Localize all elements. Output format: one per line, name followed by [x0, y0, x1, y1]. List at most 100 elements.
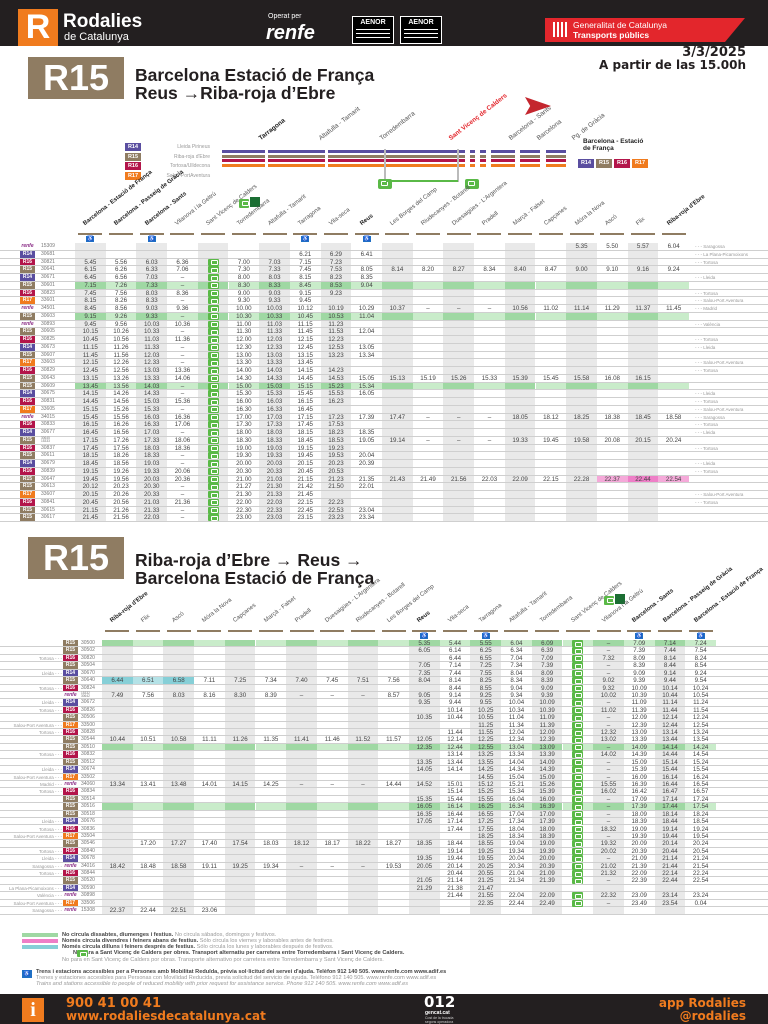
time-cell: 18.54 [692, 818, 709, 826]
time-cell: 17.40 [201, 840, 218, 848]
time-cell: – [593, 640, 624, 647]
time-cell: 16.54 [692, 780, 709, 788]
time-cell: 19.00 [236, 444, 252, 452]
time-cell: – [330, 691, 334, 699]
time-cell: 18.03 [143, 444, 160, 452]
time-cell [566, 274, 597, 281]
time-cell: 22.30 [236, 506, 252, 514]
line-badge-r14: R14 [63, 855, 78, 862]
time-cell: 8.20 [422, 266, 435, 274]
website-link[interactable]: www.rodaliesdecatalunya.cat [66, 1009, 266, 1023]
route-line-r17 [268, 163, 325, 167]
time-cell [563, 699, 594, 707]
route-line-r17 [222, 163, 265, 167]
time-cell: 20.09 [631, 840, 647, 848]
time-cell: 11.35 [263, 736, 279, 744]
time-cell [225, 907, 256, 913]
train-number: 30831 [41, 398, 55, 404]
time-cell [316, 640, 348, 647]
time-cell: 9.36 [176, 305, 189, 312]
time-cell [317, 892, 348, 898]
bus-icon [207, 506, 219, 514]
time-cell: 20.45 [82, 498, 99, 506]
time-cell [194, 759, 225, 765]
time-cell: – [426, 305, 430, 312]
time-cell: 13.24 [692, 729, 709, 737]
time-cell [566, 514, 597, 521]
time-cell [256, 885, 287, 891]
time-cell [225, 685, 256, 691]
time-cell: 15.00 [228, 382, 260, 389]
time-cell: – [606, 818, 611, 826]
station-header: Capçanes [232, 602, 258, 624]
time-cell: 14.45 [297, 374, 313, 382]
time-cell [259, 243, 290, 250]
bus-icon [572, 810, 584, 818]
time-cell: 8.45 [289, 281, 321, 289]
time-cell [225, 900, 256, 906]
time-cell: 17.20 [140, 840, 156, 848]
time-cell: 7.11 [203, 677, 216, 685]
time-cell [443, 352, 474, 359]
time-cell: 17.39 [358, 413, 375, 421]
time-cell [378, 907, 409, 913]
legend-text-spanish: Sólo circula los lunes y laborables desp… [195, 944, 334, 950]
time-cell: 21.42 [297, 483, 313, 491]
train-number: 30641 [41, 266, 55, 273]
time-cell [286, 662, 317, 668]
time-cell [382, 281, 413, 289]
time-cell: – [457, 413, 461, 421]
time-cell: 13.44 [662, 736, 678, 744]
renfe-media-distancia-logo: renfe [21, 413, 34, 420]
line-badge-r16: R16 [20, 258, 35, 266]
time-cell [443, 507, 474, 514]
time-cell: 23.04 [358, 506, 375, 514]
time-cell: 7.05 [418, 662, 431, 670]
time-cell [133, 774, 164, 780]
train-number: 34015 [41, 413, 55, 420]
time-cell: 11.24 [693, 699, 709, 707]
time-cell [102, 833, 133, 839]
time-cell: 14.30 [236, 374, 252, 382]
time-cell [443, 468, 474, 475]
time-cell [382, 259, 413, 266]
time-cell: 7.51 [356, 677, 369, 685]
time-cell [348, 796, 379, 802]
route-line-r16 [546, 159, 566, 162]
bus-icon [207, 405, 219, 413]
phone-number[interactable]: 900 41 00 41 [66, 996, 161, 1011]
time-cell [194, 885, 225, 891]
time-cell: 17.15 [82, 436, 99, 444]
time-cell: 16.15 [635, 374, 651, 382]
time-cell [443, 259, 474, 266]
renfe-media-distancia-logo: renfe [64, 691, 77, 698]
time-cell [102, 722, 133, 728]
time-cell [317, 818, 348, 824]
time-cell [163, 766, 194, 772]
station-header: Pradell [481, 210, 501, 227]
time-cell [566, 352, 597, 359]
footer-bar: i 900 41 00 41 www.rodaliesdecatalunya.c… [0, 994, 768, 1024]
time-cell [256, 722, 287, 728]
time-cell [194, 722, 225, 728]
time-cell: 15.13 [389, 374, 406, 382]
time-cell: 9.09 [633, 669, 646, 677]
diagram-station-label: Sant Vicenç de Calders [447, 92, 509, 142]
train-destination: Saragossa - - - [32, 908, 62, 914]
time-cell: 14.00 [236, 367, 252, 374]
time-cell [224, 743, 256, 751]
time-cell [102, 840, 133, 846]
time-cell: 18.36 [174, 444, 191, 452]
time-cell [256, 670, 287, 676]
time-cell [597, 421, 628, 428]
time-cell: 15.33 [143, 405, 160, 413]
time-cell [658, 468, 689, 475]
column-stripe [347, 640, 379, 915]
time-cell [628, 359, 659, 366]
time-cell [286, 833, 317, 839]
time-cell [505, 429, 536, 436]
time-cell: 7.23 [329, 258, 342, 266]
time-cell: 7.26 [105, 281, 137, 289]
time-cell: 21.30 [266, 483, 283, 491]
time-cell: 5.45 [84, 258, 97, 266]
